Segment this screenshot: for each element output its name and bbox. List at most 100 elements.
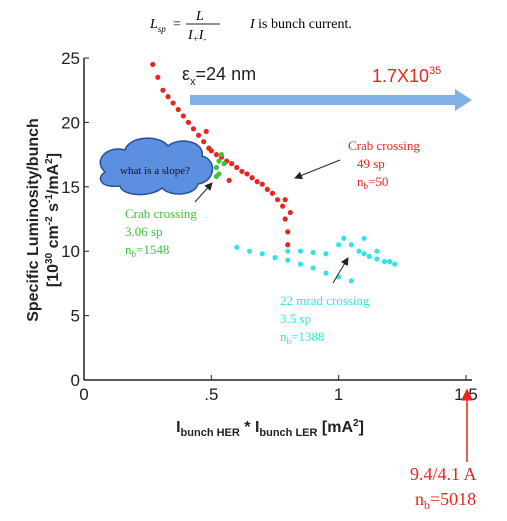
svg-text:nb=1388: nb=1388	[280, 329, 324, 346]
emittance: εx=24 nm	[182, 64, 256, 88]
y-label-part: /mA	[45, 163, 62, 194]
point	[246, 248, 253, 254]
crab306: Crab crossing 3.06 sp nb=1548	[125, 206, 197, 259]
annotation-n: n	[280, 329, 287, 344]
point	[249, 175, 255, 181]
y-label-part: ]	[45, 153, 62, 158]
point	[280, 203, 286, 209]
y-label-part: cm	[45, 225, 62, 248]
x-label-sup: 2	[353, 418, 359, 429]
annotation-arrow	[294, 159, 341, 180]
point	[356, 248, 362, 254]
point	[366, 253, 372, 259]
y-tick-label: 10	[61, 242, 80, 261]
formula-note: is bunch current.	[258, 17, 352, 32]
annotation-n-sub: b	[132, 249, 137, 259]
svg-text:[1030 cm-2 s-1/mA2]: [1030 cm-2 s-1/mA2]	[44, 153, 62, 287]
y-label-part: [10	[45, 264, 62, 287]
point	[297, 248, 304, 254]
point	[213, 164, 220, 171]
point	[287, 209, 293, 216]
point	[341, 235, 347, 241]
point	[323, 251, 329, 257]
x-tick-label: 1.5	[454, 385, 478, 404]
y-label: Specific Luminosity/bunch [1030 cm-2 s-1…	[25, 118, 62, 322]
point	[170, 100, 176, 106]
annotation-n-sub: b	[287, 336, 292, 346]
point	[213, 173, 220, 180]
emittance-sym: ε	[182, 64, 190, 84]
point	[229, 161, 235, 167]
mrad22: 22 mrad crossing 3.5 sp nb=1388	[280, 293, 370, 346]
point	[196, 132, 202, 138]
formula-note: I	[249, 17, 256, 32]
annotation-n-sub: b	[424, 498, 430, 512]
point	[361, 235, 367, 241]
annotation-line: 9.4/4.1 A	[410, 464, 477, 484]
annotation-arrow	[332, 257, 349, 284]
formula: Lsp = L I+I- I is bunch current.	[149, 9, 352, 44]
point	[213, 152, 220, 158]
point	[282, 197, 288, 203]
annotation-line: 49 sp	[357, 156, 385, 171]
annotation-n: n	[125, 242, 132, 257]
y-label-sup: -2	[44, 216, 55, 225]
x-label-part: I	[176, 419, 180, 436]
point	[203, 128, 209, 135]
formula-den-sub: +	[193, 34, 199, 44]
point	[297, 261, 304, 267]
target: 1.7X1035	[372, 65, 441, 86]
svg-text:I is bunch current.: I is bunch current.	[249, 17, 352, 32]
point	[165, 94, 171, 100]
point	[201, 139, 207, 145]
point	[310, 249, 316, 256]
y-tick-label: 25	[61, 49, 80, 68]
x-tick-label: 0	[79, 385, 88, 404]
point	[226, 177, 232, 183]
x-tick-label: 1	[334, 385, 343, 404]
point	[285, 229, 291, 235]
point	[285, 242, 291, 248]
point	[190, 126, 197, 132]
point	[175, 106, 181, 113]
emittance-sub: x	[190, 76, 196, 88]
y-label-part: s	[45, 203, 62, 212]
annotation-n-val: =50	[368, 174, 388, 189]
point	[185, 119, 192, 125]
y-label-line: Specific Luminosity/bunch	[25, 118, 42, 322]
formula-numerator: L	[195, 9, 204, 24]
point	[392, 261, 398, 267]
annotation-n: n	[357, 174, 364, 189]
y-tick-label: 15	[61, 178, 80, 197]
point	[269, 190, 276, 196]
formula-den: I	[198, 28, 205, 43]
point	[218, 152, 225, 158]
point	[374, 248, 380, 254]
svg-text:nb=5018: nb=5018	[415, 489, 476, 512]
point	[155, 74, 161, 80]
annotation-n-val: =1548	[136, 242, 169, 257]
target-text: 1.7X10	[372, 66, 429, 86]
point	[208, 148, 214, 154]
point	[274, 197, 281, 203]
point	[285, 257, 291, 263]
x-label-part: [mA	[317, 419, 353, 436]
point	[254, 179, 260, 185]
point	[244, 171, 250, 177]
point	[234, 244, 240, 250]
point	[387, 258, 393, 265]
point	[361, 251, 367, 257]
point	[216, 158, 222, 164]
emittance-arrow	[190, 89, 472, 111]
cloud-text: what is a slope?	[120, 165, 190, 177]
annotation-n-val: =1388	[291, 329, 324, 344]
point	[282, 216, 288, 222]
y-tick-label: 5	[71, 307, 80, 326]
x-label-part: * I	[240, 419, 260, 436]
x-label-sub: bunch LER	[259, 427, 317, 439]
svg-text:Lsp: Lsp	[149, 17, 166, 34]
annotation-line: 22 mrad crossing	[280, 293, 370, 308]
point	[310, 265, 316, 271]
y-label-sup: 2	[44, 158, 55, 164]
svg-text:I+I-: I+I-	[187, 28, 206, 44]
